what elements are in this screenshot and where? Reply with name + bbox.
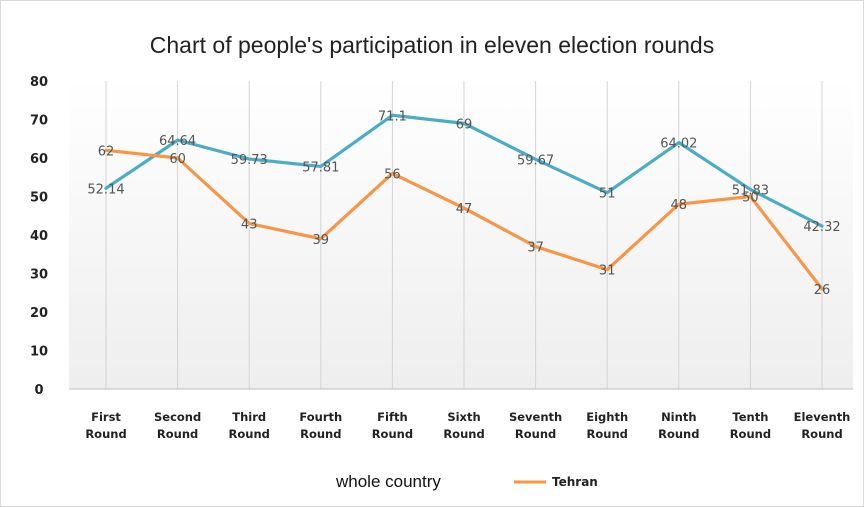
series-line-whole-country (104, 113, 824, 228)
data-label-tehran: 39 (313, 233, 330, 248)
x-tick-label: Fourth Round (299, 410, 342, 441)
y-tick-label: 10 (30, 345, 48, 360)
data-label-tehran: 60 (169, 152, 186, 167)
legend-label-tehran: Tehran (552, 475, 598, 489)
data-label-tehran: 26 (814, 283, 831, 298)
data-label-tehran: 50 (742, 191, 759, 206)
data-label-whole-country: 69 (456, 117, 473, 132)
x-tick-label: Eighth Round (586, 410, 628, 441)
data-label-whole-country: 42.32 (803, 220, 840, 235)
chart-title: Chart of people's participation in eleve… (150, 32, 714, 58)
y-tick-label: 40 (30, 229, 48, 244)
y-tick-label: 70 (30, 114, 48, 129)
x-tick-label: Seventh Round (509, 410, 562, 441)
data-label-tehran: 43 (241, 217, 258, 232)
legend-label-whole-country: whole country (335, 472, 441, 491)
data-label-whole-country: 59.73 (231, 153, 268, 168)
data-label-tehran: 37 (527, 241, 544, 256)
data-label-tehran: 47 (456, 202, 473, 217)
y-tick-label: 60 (30, 152, 48, 167)
data-label-tehran: 62 (98, 144, 115, 159)
x-tick-label: Fifth Round (372, 410, 413, 441)
data-label-whole-country: 51.83 (732, 183, 769, 198)
x-tick-label: Third Round (229, 410, 270, 441)
y-tick-label: 30 (30, 268, 48, 283)
x-tick-label: Second Round (154, 410, 201, 441)
data-label-tehran: 31 (599, 264, 616, 279)
x-tick-label: Tenth Round (730, 410, 771, 441)
x-tick-label: Sixth Round (443, 410, 484, 441)
series-line-tehran (104, 148, 824, 291)
plot-area (69, 79, 853, 389)
y-tick-label: 0 (34, 383, 43, 398)
data-label-tehran: 56 (384, 167, 401, 182)
y-tick-label: 20 (30, 306, 48, 321)
data-label-tehran: 48 (671, 198, 688, 213)
x-tick-label: First Round (85, 410, 126, 441)
data-label-whole-country: 51 (599, 187, 616, 202)
y-tick-label: 50 (30, 191, 48, 206)
data-label-whole-country: 71.1 (378, 109, 407, 124)
x-tick-label: Eleventh Round (794, 410, 851, 441)
data-label-whole-country: 59.67 (517, 153, 554, 168)
data-label-whole-country: 52.14 (87, 182, 124, 197)
y-tick-label: 80 (30, 75, 48, 90)
x-tick-label: Ninth Round (658, 410, 699, 441)
data-label-whole-country: 64.02 (660, 137, 697, 152)
data-label-whole-country: 64.64 (159, 134, 196, 149)
data-label-whole-country: 57.81 (302, 160, 339, 175)
